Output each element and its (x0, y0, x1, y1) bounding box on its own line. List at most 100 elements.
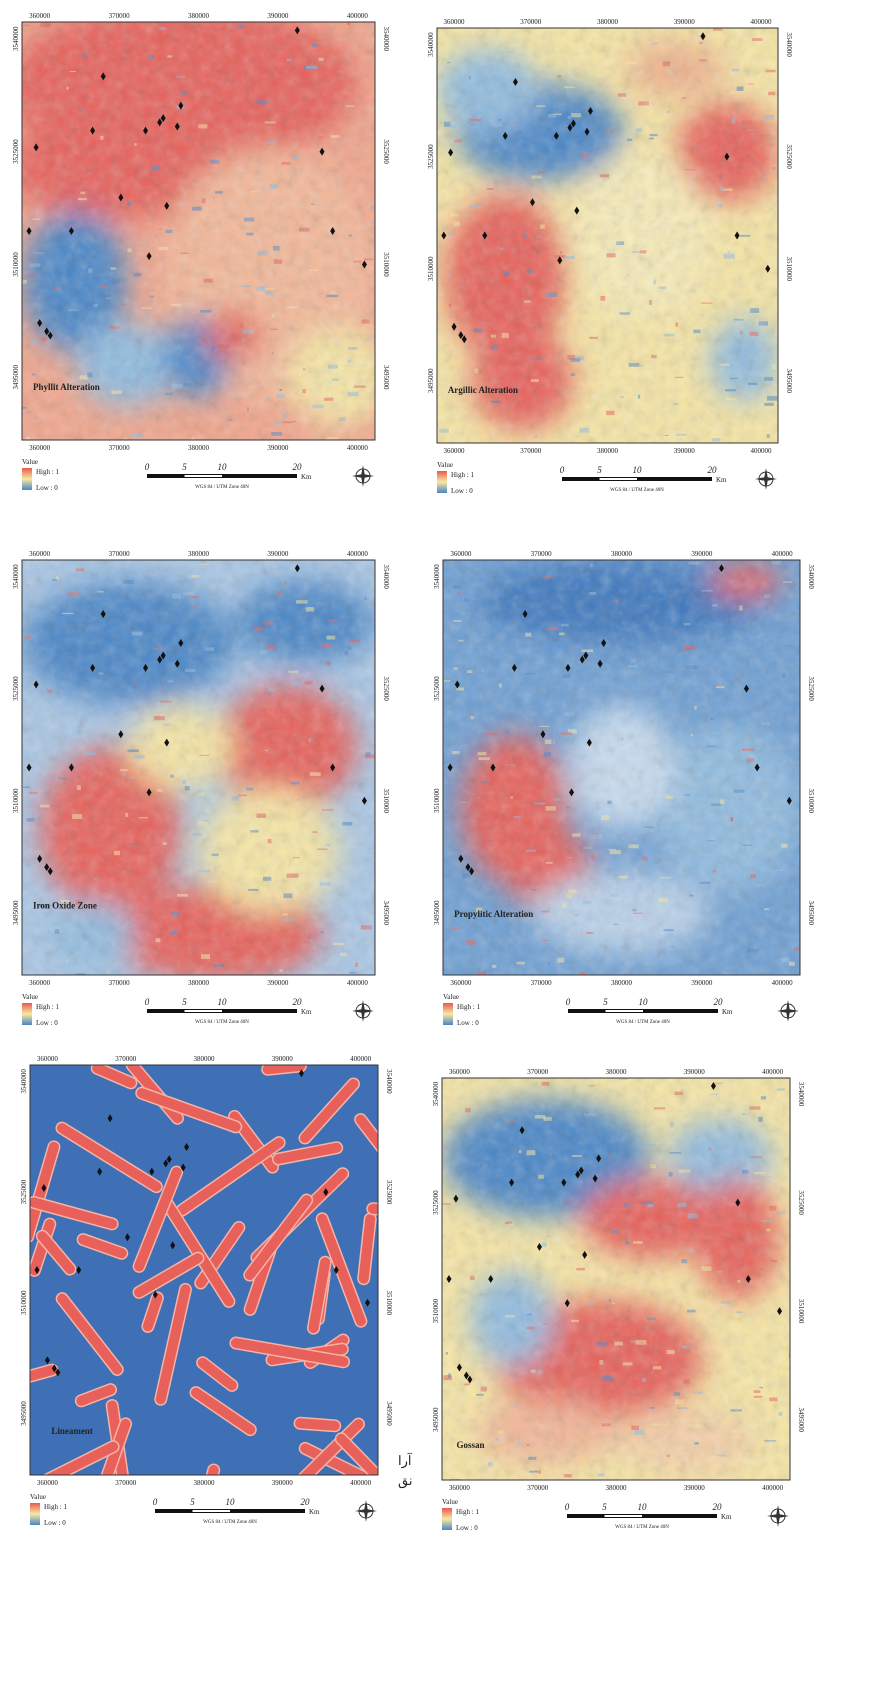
x-tick-label: 360000 (37, 1055, 59, 1063)
projection: WGS 84 / UTM Zone 40N (615, 1525, 669, 1530)
x-tick-label: 360000 (449, 1484, 471, 1492)
y-tick-label: 3510000 (807, 788, 815, 813)
texture (437, 28, 778, 443)
map-raster (437, 28, 782, 443)
legend-high: High : 1 (36, 468, 59, 476)
y-tick-label: 3495000 (12, 365, 20, 390)
map-panel: Gossan3600003600003700003700003800003800… (432, 1068, 805, 1532)
north-arrow (352, 465, 374, 487)
y-tick-label: 3495000 (12, 900, 20, 925)
scale-label: 20 (713, 1502, 723, 1512)
y-tick-label: 3525000 (433, 676, 441, 701)
projection: WGS 84 / UTM Zone 40N (195, 1020, 249, 1025)
y-tick-label: 3510000 (12, 252, 20, 277)
y-tick-label: 3540000 (432, 1081, 440, 1106)
x-tick-label: 380000 (606, 1484, 628, 1492)
x-tick-label: 400000 (750, 18, 772, 26)
x-tick-label: 400000 (772, 550, 794, 558)
panel-title: Lineament (51, 1426, 93, 1436)
scale-label: 5 (603, 997, 608, 1007)
map-raster (22, 560, 382, 983)
lineament (268, 1066, 301, 1069)
panel-title: Gossan (456, 1440, 484, 1450)
y-tick-label: 3540000 (807, 564, 815, 589)
figure: Phyllit Alteration3600003600003700003700… (0, 0, 878, 1695)
x-tick-label: 400000 (347, 979, 369, 987)
x-tick-label: 390000 (272, 1055, 294, 1063)
x-tick-label: 370000 (109, 12, 131, 20)
y-tick-label: 3495000 (433, 900, 441, 925)
legend-low: Low : 0 (36, 484, 58, 492)
x-tick-label: 380000 (194, 1055, 216, 1063)
y-tick-label: 3525000 (807, 676, 815, 701)
x-tick-label: 370000 (115, 1479, 137, 1487)
legend-ramp (442, 1508, 452, 1530)
x-tick-label: 390000 (691, 550, 713, 558)
x-tick-label: 400000 (347, 550, 369, 558)
x-tick-label: 390000 (272, 1479, 294, 1487)
x-tick-label: 390000 (267, 12, 289, 20)
scale-label: 10 (638, 1502, 648, 1512)
north-arrow (777, 1000, 799, 1022)
scale-bar-seg (193, 1510, 231, 1512)
scale-unit: Km (716, 476, 727, 484)
y-tick-label: 3510000 (12, 788, 20, 813)
scale-label: 5 (182, 997, 187, 1007)
y-tick-label: 3540000 (385, 1069, 393, 1094)
panel-title: Propylitic Alteration (454, 909, 533, 919)
scale-label: 5 (597, 465, 602, 475)
scale-unit: Km (722, 1008, 733, 1016)
legend-title: Value (22, 458, 38, 466)
north-arrow (352, 1000, 374, 1022)
x-tick-label: 370000 (520, 447, 542, 455)
y-tick-label: 3525000 (432, 1190, 440, 1215)
x-tick-label: 370000 (109, 550, 131, 558)
scale-label: 10 (218, 997, 228, 1007)
legend-low: Low : 0 (456, 1524, 478, 1532)
scale-label: 20 (708, 465, 718, 475)
x-tick-label: 380000 (188, 550, 210, 558)
x-tick-label: 380000 (611, 550, 633, 558)
scale-label: 5 (190, 1497, 195, 1507)
legend-high: High : 1 (457, 1003, 480, 1011)
x-tick-label: 400000 (347, 444, 369, 452)
x-tick-label: 360000 (450, 979, 472, 987)
panel-title: Iron Oxide Zone (33, 901, 97, 911)
scale-label: 20 (293, 997, 303, 1007)
legend-high: High : 1 (451, 471, 474, 479)
y-tick-label: 3510000 (427, 256, 435, 281)
x-tick-label: 400000 (350, 1055, 372, 1063)
scale-label: 5 (182, 462, 187, 472)
scale-unit: Km (721, 1513, 732, 1521)
texture (22, 560, 375, 975)
y-tick-label: 3495000 (432, 1407, 440, 1432)
north-arrow (755, 468, 777, 490)
x-tick-label: 370000 (527, 1068, 549, 1076)
scale-label: 20 (714, 997, 724, 1007)
map-panel: Phyllit Alteration3600003600003700003700… (4, 1, 392, 492)
x-tick-label: 360000 (37, 1479, 59, 1487)
legend-low: Low : 0 (451, 487, 473, 495)
x-tick-label: 400000 (762, 1484, 784, 1492)
x-tick-label: 400000 (772, 979, 794, 987)
legend-high: High : 1 (456, 1508, 479, 1516)
legend-ramp (22, 468, 32, 490)
scale-label: 10 (226, 1497, 236, 1507)
x-tick-label: 370000 (109, 979, 131, 987)
scale-label: 5 (602, 1502, 607, 1512)
x-tick-label: 360000 (444, 447, 466, 455)
x-tick-label: 390000 (691, 979, 713, 987)
y-tick-label: 3525000 (382, 139, 390, 164)
legend-high: High : 1 (36, 1003, 59, 1011)
scale-label: 0 (153, 1497, 158, 1507)
x-tick-label: 360000 (449, 1068, 471, 1076)
y-tick-label: 3495000 (382, 365, 390, 390)
legend-title: Value (30, 1493, 46, 1501)
scale-label: 10 (639, 997, 649, 1007)
y-tick-label: 3495000 (385, 1401, 393, 1426)
x-tick-label: 360000 (29, 550, 51, 558)
x-tick-label: 370000 (527, 1484, 549, 1492)
y-tick-label: 3510000 (382, 252, 390, 277)
y-tick-label: 3540000 (382, 26, 390, 51)
map-panel: Iron Oxide Zone3600003600003700003700003… (12, 550, 390, 1027)
